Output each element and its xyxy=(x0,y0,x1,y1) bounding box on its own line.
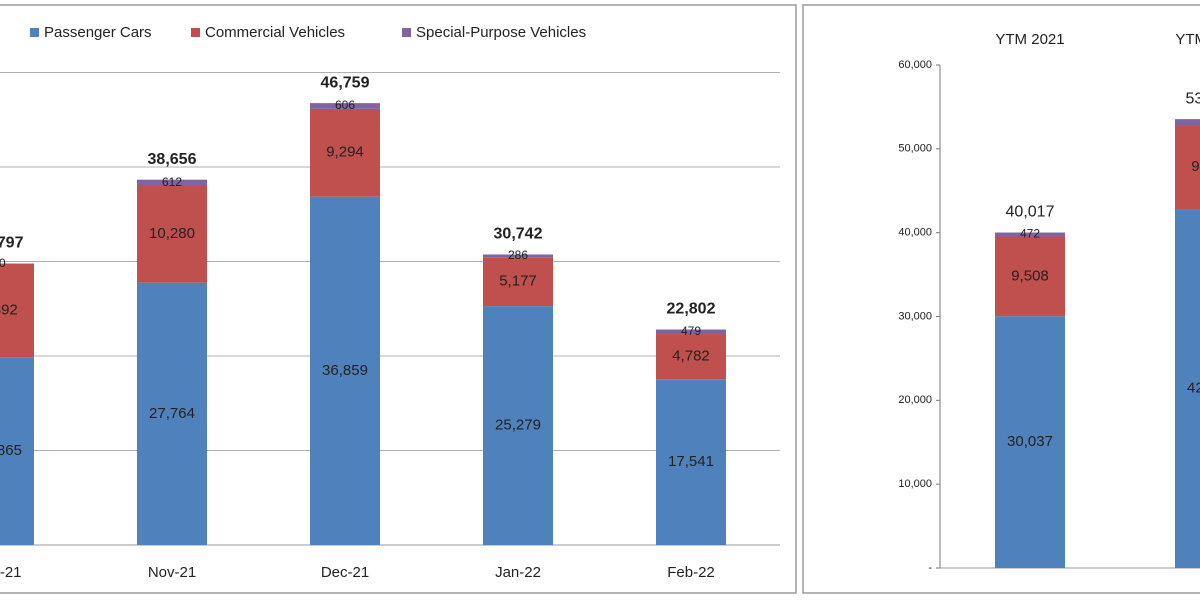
y-tick-label: 30,000 xyxy=(898,310,932,322)
bar-segment xyxy=(995,232,1065,237)
left-panel xyxy=(0,4,797,594)
legend-swatch xyxy=(191,28,200,37)
data-label: 9,508 xyxy=(1011,267,1049,284)
data-label: 286 xyxy=(508,248,528,262)
data-label: 25,279 xyxy=(495,417,541,434)
y-tick-label: 50,000 xyxy=(898,143,932,155)
data-label: 4,782 xyxy=(672,348,710,365)
data-label: 30,037 xyxy=(1007,433,1053,450)
bar-segment xyxy=(483,306,553,545)
total-label: 53,544 xyxy=(1186,90,1200,107)
total-label: 40,017 xyxy=(1006,204,1055,221)
data-label: 36,859 xyxy=(322,362,368,379)
y-tick-label: 20,000 xyxy=(898,394,932,406)
total-label: 22,802 xyxy=(667,301,716,318)
bar-segment xyxy=(483,254,553,258)
data-label: 9,892 xyxy=(0,302,18,319)
bar-segment xyxy=(1175,125,1200,210)
bar-segment xyxy=(1175,209,1200,568)
legend-label: Special-Purpose Vehicles xyxy=(416,24,586,41)
bar-segment xyxy=(995,236,1065,317)
bar-segment xyxy=(137,282,207,545)
x-tick-label: YTM 2022 xyxy=(1175,31,1200,48)
bar-segment xyxy=(137,185,207,283)
bar-segment xyxy=(0,357,34,545)
data-label: 42,820 xyxy=(1187,379,1200,396)
data-label: 17,541 xyxy=(668,453,714,470)
total-label: 29,797 xyxy=(0,235,24,252)
right-panel xyxy=(802,4,1200,594)
legend-label: Passenger Cars xyxy=(44,24,152,41)
legend-swatch xyxy=(402,28,411,37)
bar-segment xyxy=(995,316,1065,568)
legend-swatch xyxy=(30,28,39,37)
data-label: 5,177 xyxy=(499,273,537,290)
x-tick-label: Dec-21 xyxy=(321,564,369,581)
data-label: 479 xyxy=(681,324,701,338)
x-tick-label: YTM 2021 xyxy=(995,31,1064,48)
data-label: 9,294 xyxy=(326,144,364,161)
bar-segment xyxy=(1175,119,1200,126)
y-tick-label: 60,000 xyxy=(898,59,932,71)
bar-segment xyxy=(310,108,380,197)
data-label: 40 xyxy=(0,256,6,270)
total-label: 38,656 xyxy=(148,151,197,168)
data-label: 606 xyxy=(335,98,355,112)
total-label: 30,742 xyxy=(494,226,543,243)
data-label: 27,764 xyxy=(149,405,195,422)
data-label: 472 xyxy=(1020,227,1040,241)
bar-segment xyxy=(656,329,726,335)
data-label: 9,959 xyxy=(1191,158,1200,175)
x-tick-label: Feb-22 xyxy=(667,564,715,581)
bar-segment xyxy=(137,179,207,186)
x-tick-label: Jan-22 xyxy=(495,564,541,581)
bar-segment xyxy=(310,103,380,109)
bar-segment xyxy=(656,334,726,380)
y-tick-label: 10,000 xyxy=(898,478,932,490)
x-tick-label: Nov-21 xyxy=(148,564,196,581)
bar-segment xyxy=(0,263,34,358)
y-tick-label: 40,000 xyxy=(898,227,932,239)
total-label: 46,759 xyxy=(321,74,370,91)
bar-segment xyxy=(656,379,726,545)
legend-label: Commercial Vehicles xyxy=(205,24,345,41)
bar-segment xyxy=(310,196,380,546)
data-label: 10,280 xyxy=(149,225,195,242)
y-tick-label: - xyxy=(928,562,932,574)
data-label: 19,865 xyxy=(0,442,22,459)
x-tick-label: Oct-21 xyxy=(0,564,22,581)
data-label: 612 xyxy=(162,175,182,189)
bar-segment xyxy=(483,257,553,307)
